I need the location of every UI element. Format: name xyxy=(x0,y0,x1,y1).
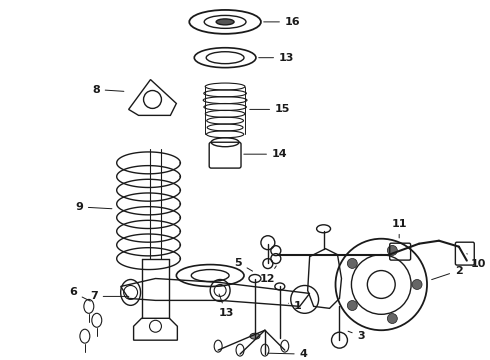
Text: 8: 8 xyxy=(92,85,124,95)
Circle shape xyxy=(347,301,357,310)
Text: 12: 12 xyxy=(260,266,276,284)
Text: 3: 3 xyxy=(348,331,365,341)
Text: 10: 10 xyxy=(467,254,487,269)
Text: 4: 4 xyxy=(268,349,308,359)
Text: 1: 1 xyxy=(289,301,301,311)
Ellipse shape xyxy=(216,19,234,25)
Text: 13: 13 xyxy=(219,294,234,318)
Circle shape xyxy=(347,258,357,269)
Text: 11: 11 xyxy=(392,219,407,238)
Text: 5: 5 xyxy=(234,258,252,271)
Ellipse shape xyxy=(250,333,260,339)
Text: 16: 16 xyxy=(264,17,300,27)
Text: 6: 6 xyxy=(69,287,90,301)
Circle shape xyxy=(388,246,397,255)
Text: 15: 15 xyxy=(250,104,291,114)
Text: 2: 2 xyxy=(432,266,463,280)
Text: 14: 14 xyxy=(244,149,288,159)
Text: 13: 13 xyxy=(259,53,294,63)
Circle shape xyxy=(388,314,397,324)
Circle shape xyxy=(412,279,422,289)
Text: 7: 7 xyxy=(90,291,129,301)
Text: 9: 9 xyxy=(75,202,112,212)
